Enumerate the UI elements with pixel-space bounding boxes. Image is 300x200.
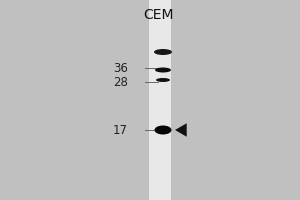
Text: 17: 17 xyxy=(113,123,128,136)
Text: 28: 28 xyxy=(113,75,128,88)
Ellipse shape xyxy=(155,68,171,72)
Bar xyxy=(149,0,171,200)
Text: CEM: CEM xyxy=(143,8,173,22)
Ellipse shape xyxy=(156,78,170,82)
Ellipse shape xyxy=(154,49,172,55)
Polygon shape xyxy=(175,123,187,137)
Text: 36: 36 xyxy=(113,62,128,74)
Ellipse shape xyxy=(154,126,172,134)
